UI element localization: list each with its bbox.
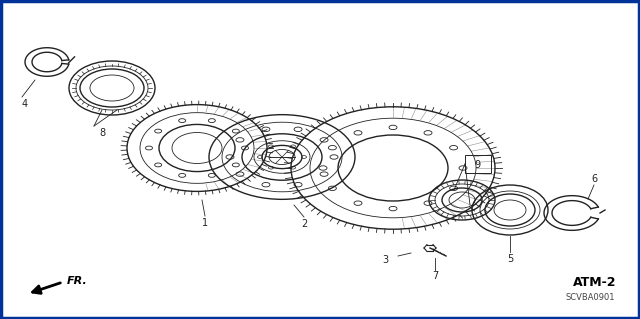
Text: 6: 6 xyxy=(591,174,597,184)
Bar xyxy=(465,155,491,173)
Text: 4: 4 xyxy=(22,99,28,109)
Text: 5: 5 xyxy=(507,254,513,264)
Text: ATM-2: ATM-2 xyxy=(573,276,617,288)
Text: 8: 8 xyxy=(99,128,105,138)
Text: FR.: FR. xyxy=(67,276,88,286)
Text: 7: 7 xyxy=(432,271,438,281)
Text: 2: 2 xyxy=(301,219,307,229)
Text: 3: 3 xyxy=(382,255,388,265)
Text: 9: 9 xyxy=(474,160,480,170)
Text: 1: 1 xyxy=(202,218,208,228)
Text: SCVBA0901: SCVBA0901 xyxy=(565,293,615,302)
